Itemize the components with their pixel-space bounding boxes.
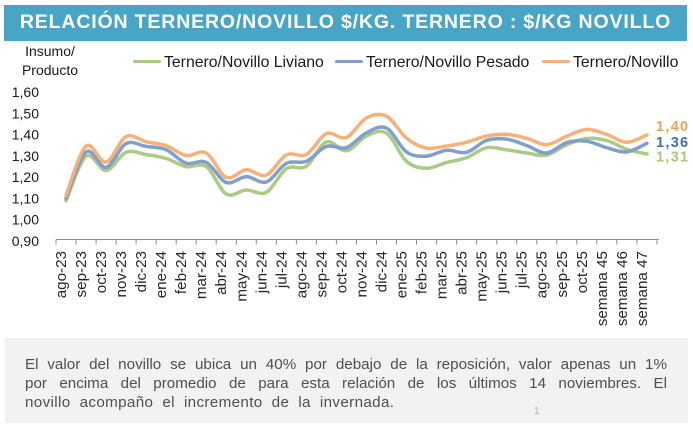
svg-text:ago-23: ago-23 (53, 251, 70, 298)
svg-text:1,40: 1,40 (12, 127, 39, 143)
svg-text:dic-24: dic-24 (374, 251, 391, 292)
svg-text:oct-25: oct-25 (574, 251, 591, 293)
svg-text:1,40: 1,40 (656, 119, 689, 135)
svg-text:jul-25: jul-25 (514, 251, 531, 289)
svg-text:jun-24: jun-24 (253, 251, 270, 294)
svg-text:dic-23: dic-23 (133, 251, 150, 292)
svg-text:1,00: 1,00 (12, 212, 39, 228)
svg-text:abr-24: abr-24 (213, 251, 230, 295)
svg-text:feb-24: feb-24 (173, 251, 190, 294)
svg-text:semana 46: semana 46 (614, 251, 631, 326)
svg-text:feb-25: feb-25 (414, 251, 431, 294)
svg-text:ago-25: ago-25 (534, 251, 551, 298)
svg-text:may-24: may-24 (233, 251, 250, 302)
svg-text:0,90: 0,90 (12, 233, 39, 249)
svg-text:1,10: 1,10 (12, 190, 39, 206)
svg-text:sep-24: sep-24 (313, 251, 330, 297)
svg-text:may-25: may-25 (474, 251, 491, 302)
svg-text:mar-25: mar-25 (434, 251, 451, 299)
svg-text:ene-24: ene-24 (153, 251, 170, 298)
svg-text:1,31: 1,31 (656, 150, 689, 166)
svg-text:jul-24: jul-24 (273, 251, 290, 289)
svg-text:ago-24: ago-24 (293, 251, 310, 298)
svg-text:sep-25: sep-25 (554, 251, 571, 297)
svg-text:1,30: 1,30 (12, 148, 39, 164)
svg-text:oct-24: oct-24 (333, 251, 350, 293)
svg-text:semana 47: semana 47 (634, 251, 651, 326)
svg-text:ene-25: ene-25 (394, 251, 411, 298)
svg-text:semana 45: semana 45 (594, 251, 611, 326)
svg-text:nov-24: nov-24 (354, 251, 371, 297)
svg-text:mar-24: mar-24 (193, 251, 210, 299)
svg-text:abr-25: abr-25 (454, 251, 471, 295)
svg-text:oct-23: oct-23 (93, 251, 110, 293)
svg-text:nov-23: nov-23 (113, 251, 130, 297)
svg-text:1,60: 1,60 (12, 84, 39, 100)
svg-text:sep-23: sep-23 (73, 251, 90, 297)
svg-text:1,36: 1,36 (656, 135, 689, 151)
svg-text:jun-25: jun-25 (494, 251, 511, 294)
svg-text:1,50: 1,50 (12, 105, 39, 121)
svg-text:1,20: 1,20 (12, 169, 39, 185)
